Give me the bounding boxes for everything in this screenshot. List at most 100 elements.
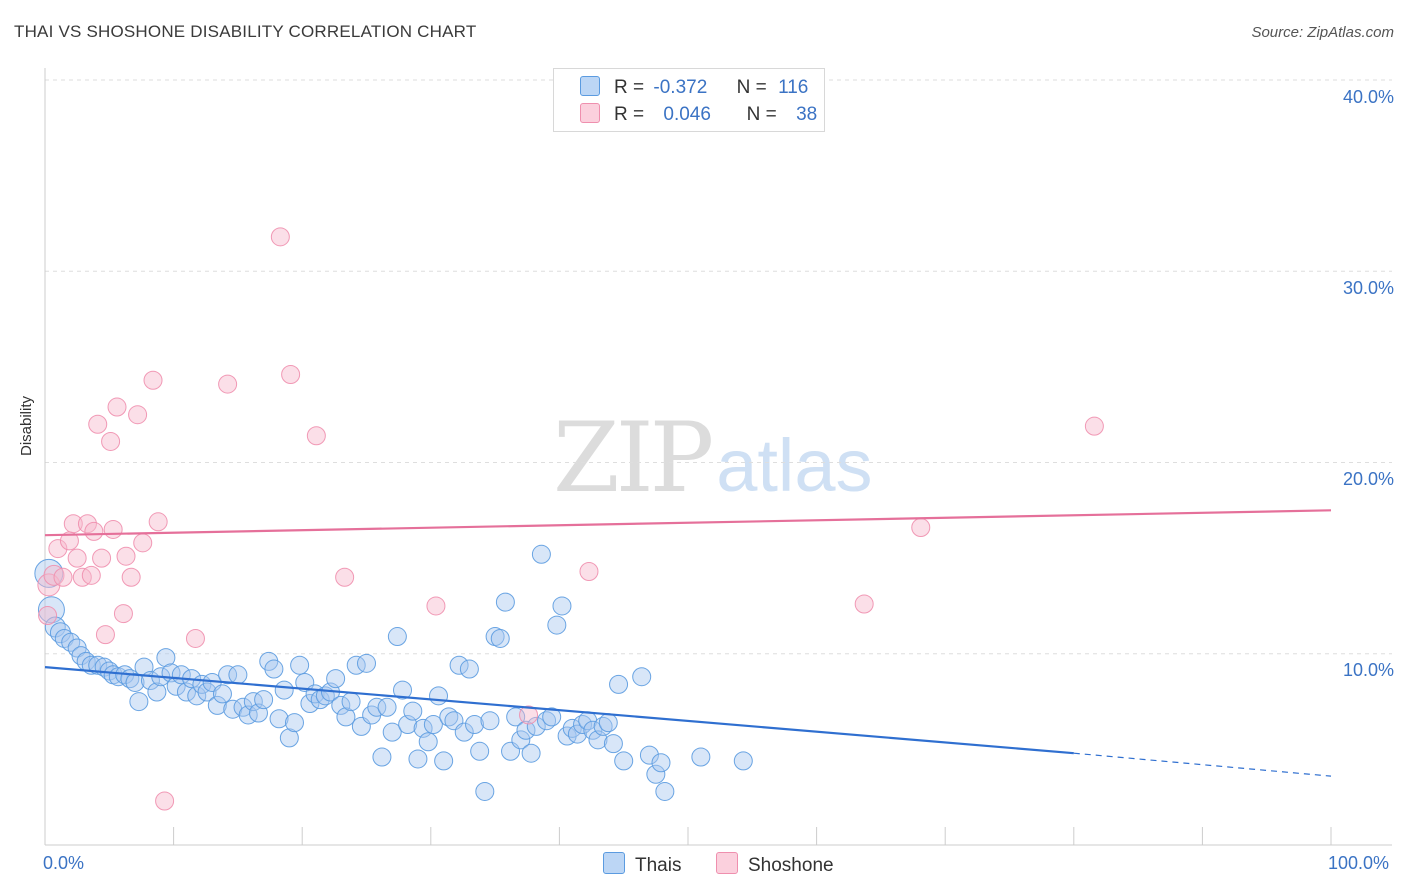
point-shoshone-9	[81, 565, 101, 585]
point-thais-69	[393, 680, 413, 700]
point-thais-67	[382, 722, 402, 742]
point-shoshone-3	[53, 567, 73, 587]
point-thais-95	[526, 716, 546, 736]
point-shoshone-32	[519, 705, 539, 725]
point-thais-112	[614, 751, 634, 771]
point-thais-119	[733, 751, 753, 771]
point-thais-17	[125, 672, 145, 692]
point-shoshone-26	[218, 374, 238, 394]
watermark-atlas: atlas	[716, 424, 873, 507]
point-thais-98	[542, 707, 562, 727]
point-thais-103	[567, 724, 587, 744]
point-shoshone-22	[143, 370, 163, 390]
y-tick-10: 10.0%	[1342, 660, 1394, 680]
point-thais-81	[454, 722, 474, 742]
point-thais-18	[129, 692, 149, 712]
point-thais-110	[603, 734, 623, 754]
point-shoshone-36	[1084, 416, 1104, 436]
point-thais-76	[429, 686, 449, 706]
point-thais-57	[331, 695, 351, 715]
point-shoshone-13	[95, 625, 115, 645]
point-thais-77	[434, 751, 454, 771]
point-thais-80	[449, 655, 469, 675]
point-thais-34	[212, 684, 232, 704]
trendline-thais-extension	[1073, 752, 1332, 777]
legend-r-value-thais: -0.372	[653, 77, 708, 98]
point-shoshone-23	[148, 512, 168, 532]
point-thais-100	[552, 596, 572, 616]
y-tick-40: 40.0%	[1342, 87, 1394, 107]
point-thais-37	[228, 665, 248, 685]
point-thais-45	[269, 709, 289, 729]
point-shoshone-18	[116, 546, 136, 566]
legend-n-value-thais: 116	[778, 77, 809, 98]
point-shoshone-14	[101, 431, 121, 451]
point-thais-42	[254, 690, 274, 710]
point-thais-89	[495, 592, 515, 612]
point-thais-85	[475, 781, 495, 801]
point-shoshone-27	[270, 227, 290, 247]
point-thais-58	[336, 707, 356, 727]
point-shoshone-28	[281, 365, 301, 385]
point-thais-51	[300, 693, 320, 713]
point-thais-82	[459, 659, 479, 679]
point-thais-99	[547, 615, 567, 635]
bottom-legend-shoshone: Shoshone	[716, 852, 834, 877]
point-thais-92	[511, 730, 531, 750]
bottom-legend-shoshone-label: Shoshone	[748, 855, 834, 876]
legend-row-thais: R = -0.372 N = 116	[580, 76, 808, 100]
point-thais-75	[423, 715, 443, 735]
point-thais-83	[465, 715, 485, 735]
point-thais-49	[290, 655, 310, 675]
point-shoshone-8	[77, 514, 97, 534]
point-thais-108	[593, 716, 613, 736]
point-shoshone-2	[48, 539, 68, 559]
legend-r-label-shoshone: R =	[614, 104, 645, 125]
point-thais-68	[387, 627, 407, 647]
point-thais-117	[655, 781, 675, 801]
y-tick-30: 30.0%	[1342, 278, 1394, 298]
legend-swatch-thais	[580, 76, 600, 96]
point-thais-1	[37, 596, 65, 624]
legend-r-value-shoshone: 0.046	[663, 104, 711, 125]
point-shoshone-33	[579, 562, 599, 582]
point-thais-56	[326, 669, 346, 689]
point-shoshone-11	[88, 414, 108, 434]
y-axis-label: Disability	[18, 395, 35, 456]
point-thais-97	[537, 711, 557, 731]
legend-n-value-shoshone: 38	[796, 104, 818, 125]
point-shoshone-16	[107, 397, 127, 417]
point-thais-65	[372, 747, 392, 767]
point-thais-113	[632, 667, 652, 687]
point-shoshone-29	[306, 426, 326, 446]
point-thais-102	[562, 718, 582, 738]
point-shoshone-19	[121, 567, 141, 587]
point-thais-88	[490, 628, 510, 648]
point-thais-106	[583, 720, 603, 740]
bottom-legend-thais: Thais	[603, 852, 681, 877]
point-thais-86	[480, 711, 500, 731]
point-thais-72	[408, 749, 428, 769]
legend-row-shoshone: R = 0.046 N = 38	[580, 103, 817, 127]
point-shoshone-5	[63, 514, 83, 534]
x-tick-max: 100.0%	[1328, 853, 1390, 873]
point-thais-10	[88, 655, 108, 675]
point-thais-66	[377, 697, 397, 717]
point-thais-33	[207, 695, 227, 715]
point-shoshone-10	[84, 521, 104, 541]
bottom-swatch-shoshone	[716, 852, 738, 874]
watermark-zip: ZIP	[553, 402, 714, 514]
legend-swatch-shoshone	[580, 103, 600, 123]
point-thais-109	[598, 713, 618, 733]
legend-n-label-thais: N =	[736, 77, 767, 98]
trendline-shoshone	[44, 509, 1332, 537]
point-thais-96	[531, 544, 551, 564]
bottom-legend-thais-label: Thais	[635, 855, 682, 876]
point-thais-94	[521, 743, 541, 763]
point-thais-78	[439, 707, 459, 727]
point-thais-115	[646, 764, 666, 784]
point-shoshone-15	[103, 519, 123, 539]
point-shoshone-6	[67, 548, 87, 568]
point-thais-118	[691, 747, 711, 767]
